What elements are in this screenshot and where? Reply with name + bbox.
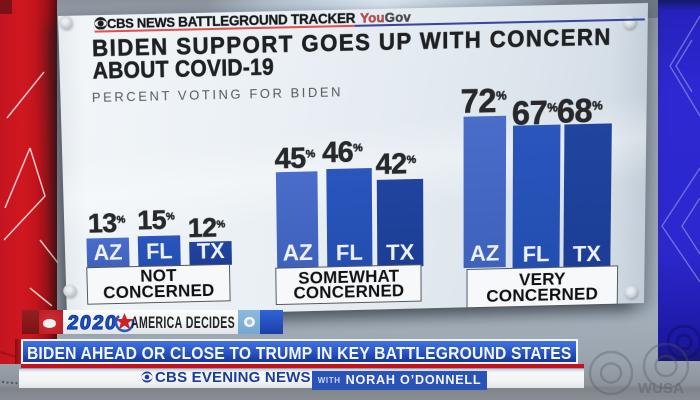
svg-text:WUSA: WUSA bbox=[638, 380, 684, 397]
